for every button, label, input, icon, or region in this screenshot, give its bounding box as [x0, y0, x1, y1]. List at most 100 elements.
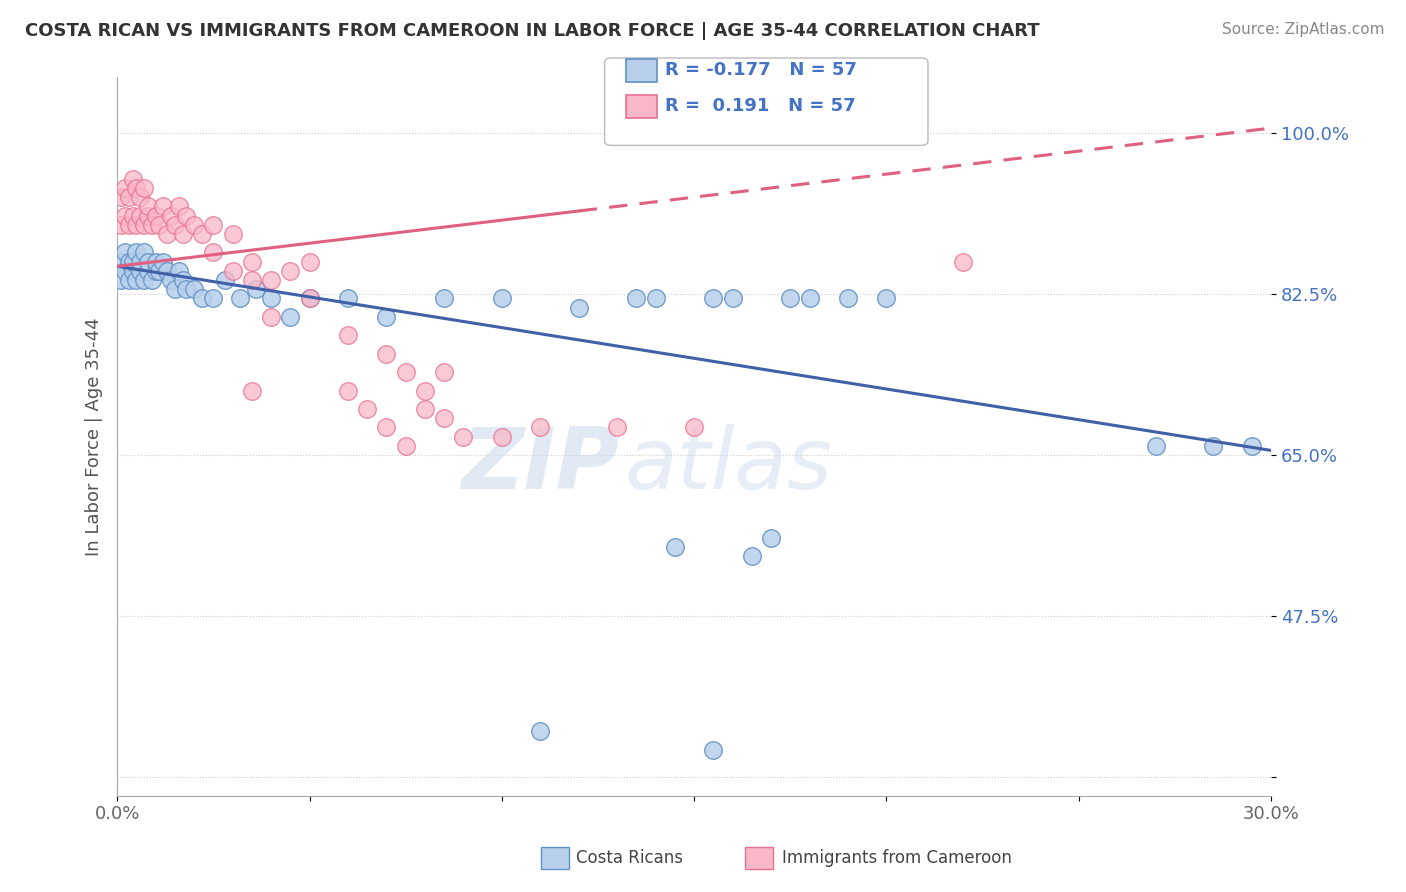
Point: [110, 218, 132, 232]
Point: [278, 310, 301, 324]
Point: [298, 254, 321, 268]
Point: [202, 245, 225, 260]
Point: [152, 199, 174, 213]
Point: [121, 171, 143, 186]
Point: [298, 292, 321, 306]
Point: [606, 420, 628, 434]
Point: [136, 264, 159, 278]
Point: [121, 254, 143, 268]
Point: [118, 190, 141, 204]
Point: [129, 190, 152, 204]
Point: [298, 292, 321, 306]
Point: [875, 292, 897, 306]
Point: [759, 531, 782, 545]
Point: [336, 292, 359, 306]
Point: [568, 301, 591, 315]
Point: [118, 218, 141, 232]
Point: [114, 209, 136, 223]
Point: [683, 420, 706, 434]
Point: [145, 264, 167, 278]
Point: [260, 310, 283, 324]
Point: [125, 218, 148, 232]
Point: [132, 218, 155, 232]
Point: [529, 724, 551, 739]
Point: [260, 292, 283, 306]
Point: [129, 264, 152, 278]
Text: COSTA RICAN VS IMMIGRANTS FROM CAMEROON IN LABOR FORCE | AGE 35-44 CORRELATION C: COSTA RICAN VS IMMIGRANTS FROM CAMEROON …: [25, 22, 1040, 40]
Point: [741, 549, 763, 564]
Point: [240, 384, 263, 398]
Point: [491, 429, 513, 443]
Point: [183, 218, 205, 232]
Point: [110, 190, 132, 204]
Point: [114, 264, 136, 278]
Text: Costa Ricans: Costa Ricans: [576, 849, 683, 867]
Point: [375, 420, 398, 434]
Point: [172, 273, 194, 287]
Point: [644, 292, 666, 306]
Point: [148, 218, 170, 232]
Point: [214, 273, 236, 287]
Point: [837, 292, 859, 306]
Point: [156, 227, 179, 241]
Point: [395, 439, 418, 453]
Point: [375, 347, 398, 361]
Point: [721, 292, 744, 306]
Point: [952, 254, 974, 268]
Point: [375, 310, 398, 324]
Point: [433, 292, 456, 306]
Point: [156, 264, 179, 278]
Text: Immigrants from Cameroon: Immigrants from Cameroon: [782, 849, 1011, 867]
Point: [163, 282, 186, 296]
Point: [129, 209, 152, 223]
Point: [118, 273, 141, 287]
Point: [160, 209, 183, 223]
Point: [145, 254, 167, 268]
Point: [136, 254, 159, 268]
Point: [336, 328, 359, 343]
Point: [702, 742, 724, 756]
Point: [491, 292, 513, 306]
Point: [356, 401, 378, 416]
Point: [110, 254, 132, 268]
Point: [145, 209, 167, 223]
Point: [229, 292, 252, 306]
Point: [114, 245, 136, 260]
Point: [529, 420, 551, 434]
Point: [664, 540, 686, 554]
Text: Source: ZipAtlas.com: Source: ZipAtlas.com: [1222, 22, 1385, 37]
Point: [132, 181, 155, 195]
Point: [163, 218, 186, 232]
Point: [141, 218, 163, 232]
Point: [240, 254, 263, 268]
Point: [626, 292, 648, 306]
Point: [191, 227, 214, 241]
Point: [148, 264, 170, 278]
Point: [221, 264, 243, 278]
Text: R = -0.177   N = 57: R = -0.177 N = 57: [665, 62, 856, 79]
Point: [221, 227, 243, 241]
Point: [453, 429, 475, 443]
Point: [172, 227, 194, 241]
Point: [413, 384, 436, 398]
Point: [125, 181, 148, 195]
Point: [118, 254, 141, 268]
Point: [121, 264, 143, 278]
Point: [167, 264, 190, 278]
Point: [245, 282, 267, 296]
Text: R =  0.191   N = 57: R = 0.191 N = 57: [665, 97, 856, 115]
Point: [433, 411, 456, 425]
Point: [136, 209, 159, 223]
Y-axis label: In Labor Force | Age 35-44: In Labor Force | Age 35-44: [86, 318, 103, 556]
Point: [136, 199, 159, 213]
Point: [433, 365, 456, 379]
Point: [125, 245, 148, 260]
Point: [132, 245, 155, 260]
Point: [160, 273, 183, 287]
Point: [413, 401, 436, 416]
Point: [779, 292, 801, 306]
Point: [176, 209, 198, 223]
Point: [278, 264, 301, 278]
Point: [132, 273, 155, 287]
Point: [129, 254, 152, 268]
